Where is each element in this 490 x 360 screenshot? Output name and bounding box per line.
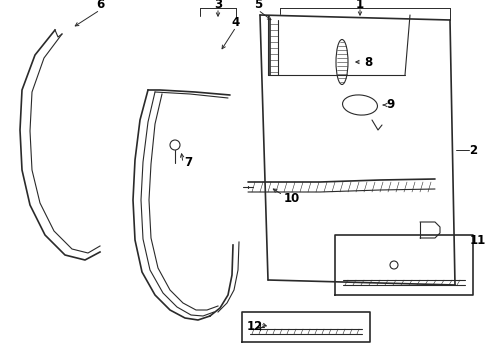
Text: 12: 12 <box>247 320 263 333</box>
Text: 10: 10 <box>284 192 300 204</box>
Text: 7: 7 <box>184 157 192 170</box>
Text: 9: 9 <box>386 99 394 112</box>
Text: 3: 3 <box>214 0 222 12</box>
Text: 11: 11 <box>470 234 486 247</box>
Text: 5: 5 <box>254 0 262 12</box>
Text: 8: 8 <box>364 55 372 68</box>
Text: 4: 4 <box>232 15 240 28</box>
Text: 6: 6 <box>96 0 104 12</box>
Text: 1: 1 <box>356 0 364 12</box>
Text: 2: 2 <box>469 144 477 157</box>
